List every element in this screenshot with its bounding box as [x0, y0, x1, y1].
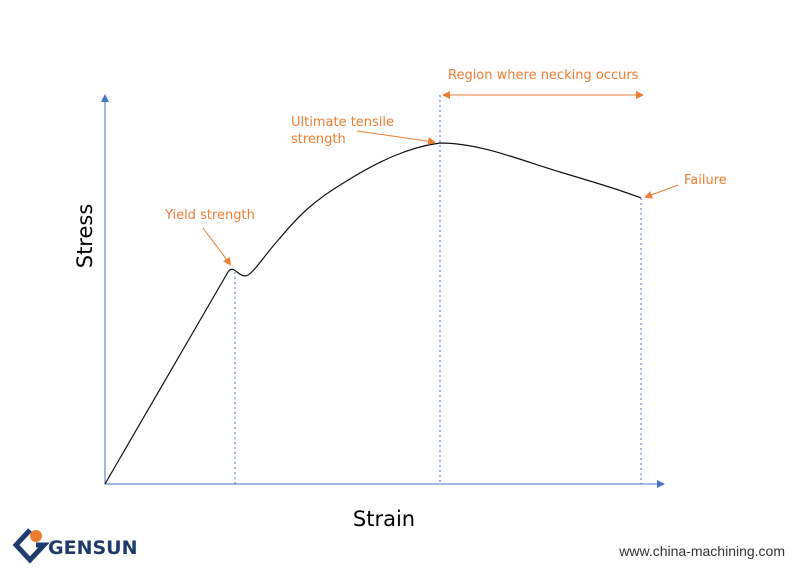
ultimate-label-2: strength [291, 132, 346, 147]
yield-arrow [202, 227, 232, 266]
failure-arrow [644, 184, 679, 199]
y-axis-label: Stress [73, 204, 97, 269]
ultimate-label-1: Ultimate tensile [291, 115, 394, 130]
stress-strain-curve [104, 142, 642, 485]
necking-label: Region where necking occurs [448, 68, 639, 83]
failure-label: Failure [684, 173, 727, 188]
logo [12, 528, 50, 564]
yield-label: Yield strength [164, 208, 255, 223]
guides [234, 95, 642, 484]
x-axis-label: Strain [353, 507, 415, 531]
ultimate-arrow [356, 130, 436, 146]
url: www.china-machining.com [618, 543, 785, 559]
brand: GENSUN [48, 537, 138, 559]
